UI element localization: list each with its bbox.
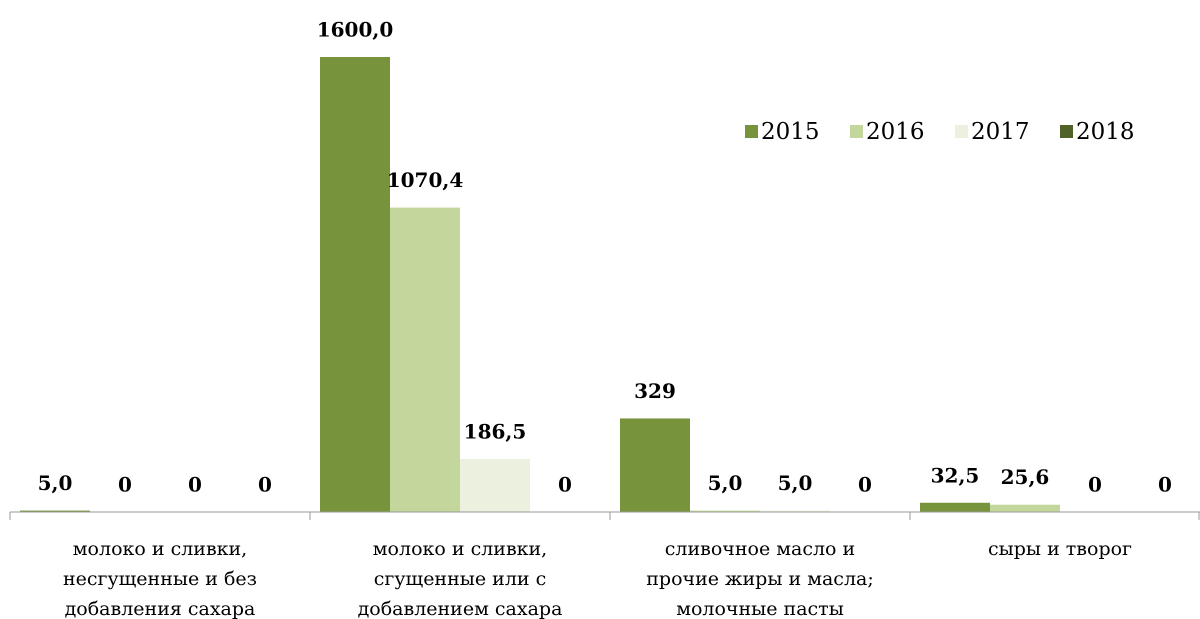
bar — [20, 510, 90, 512]
value-label: 0 — [118, 473, 132, 497]
value-label: 1600,0 — [317, 18, 394, 42]
legend-swatch — [745, 125, 758, 138]
legend-label: 2018 — [1076, 119, 1135, 145]
legend-swatch — [1060, 125, 1073, 138]
value-label: 329 — [634, 379, 676, 403]
bar — [990, 504, 1060, 512]
value-label: 5,0 — [778, 471, 813, 495]
value-label: 0 — [1158, 473, 1172, 497]
bar — [690, 510, 760, 512]
value-label: 0 — [858, 473, 872, 497]
legend-swatch — [955, 125, 968, 138]
value-label: 1070,4 — [387, 168, 464, 192]
bar — [760, 510, 830, 512]
x-tick-label: молоко и сливки, несгущенные и без добавле… — [63, 538, 257, 619]
value-label: 32,5 — [931, 463, 980, 487]
value-label: 0 — [1088, 473, 1102, 497]
bar — [620, 418, 690, 512]
bar — [920, 502, 990, 512]
bar — [320, 57, 390, 512]
value-label: 5,0 — [708, 471, 743, 495]
value-label: 0 — [258, 473, 272, 497]
value-label: 5,0 — [38, 471, 73, 495]
legend-swatch — [850, 125, 863, 138]
legend-label: 2015 — [761, 119, 820, 145]
x-tick-label: молоко и сливки, сгущенные или с добавлени… — [358, 538, 563, 619]
value-label: 0 — [558, 473, 572, 497]
x-tick-label: сливочное масло и прочие жиры и масла; мол… — [646, 538, 874, 619]
value-label: 0 — [188, 473, 202, 497]
bar — [390, 207, 460, 513]
legend-label: 2017 — [971, 119, 1030, 145]
value-label: 186,5 — [464, 419, 527, 443]
bar — [460, 458, 530, 512]
legend-label: 2016 — [866, 119, 925, 145]
value-label: 25,6 — [1001, 465, 1050, 489]
x-tick-label: сыры и творог — [988, 538, 1132, 560]
